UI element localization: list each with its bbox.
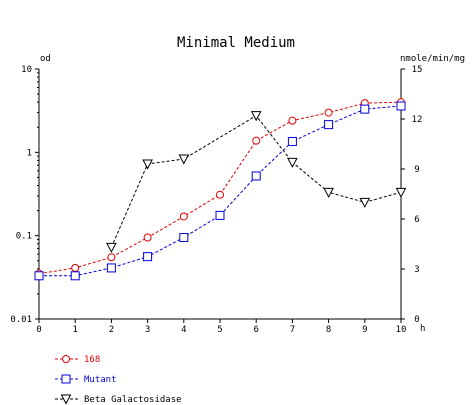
data-point-mutant — [179, 233, 189, 243]
legend-label-168: 168 — [84, 355, 100, 365]
data-point-168 — [288, 116, 297, 125]
left-axis-label: od — [40, 54, 51, 64]
data-point-mutant — [106, 263, 116, 273]
data-point-beta-galactosidase — [178, 154, 190, 165]
data-point-beta-galactosidase — [250, 111, 262, 122]
x-tick-label: 1 — [72, 325, 77, 335]
left-tick-label: 1 — [27, 148, 32, 158]
data-point-beta-galactosidase — [323, 187, 334, 198]
legend-label-beta-galactosidase: Beta Galactosidase — [84, 395, 182, 405]
data-point-168 — [324, 108, 333, 117]
data-point-mutant — [251, 171, 261, 181]
data-point-beta-galactosidase — [359, 197, 371, 208]
series-line-168 — [38, 101, 402, 275]
data-point-mutant — [34, 271, 44, 281]
data-point-168 — [216, 190, 224, 199]
data-point-beta-galactosidase — [287, 157, 298, 168]
data-point-mutant — [215, 210, 225, 220]
left-ticks: 0.01 0.1 1 10 — [10, 65, 39, 325]
x-tick-label: 10 — [396, 325, 407, 335]
legend-marker-beta-galactosidase — [60, 394, 72, 405]
x-tick-label: 2 — [109, 325, 114, 335]
right-tick-label: 15 — [412, 65, 423, 75]
data-point-mutant — [324, 120, 334, 130]
data-point-beta-galactosidase — [395, 187, 407, 198]
right-tick-label: 9 — [414, 165, 419, 175]
data-point-mutant — [143, 252, 153, 262]
x-tick-label: 3 — [145, 325, 150, 335]
x-tick-label: 6 — [253, 325, 258, 335]
data-point-168 — [107, 253, 116, 262]
right-tick-label: 3 — [414, 265, 419, 275]
x-ticks: 0 1 2 3 4 5 6 7 8 9 10 — [36, 319, 406, 335]
data-point-mutant — [360, 104, 370, 114]
right-ticks: 0 3 6 9 12 15 — [401, 65, 422, 325]
legend-label-mutant: Mutant — [84, 375, 117, 385]
x-tick-label: 7 — [290, 325, 295, 335]
x-tick-label: 4 — [181, 325, 186, 335]
x-tick-label: 9 — [362, 325, 367, 335]
data-point-168 — [179, 212, 188, 221]
data-point-beta-galactosidase — [142, 159, 153, 170]
right-tick-label: 12 — [412, 115, 423, 125]
series-layer — [34, 98, 407, 281]
data-point-mutant — [396, 101, 406, 111]
data-point-mutant — [70, 271, 80, 281]
data-point-168 — [71, 263, 80, 272]
x-tick-label: 8 — [326, 325, 331, 335]
x-tick-label: 5 — [217, 325, 222, 335]
legend: 168 Mutant Beta Galactosidase — [55, 355, 182, 405]
data-point-mutant — [287, 136, 297, 146]
data-point-168 — [252, 136, 261, 145]
x-axis-unit: h — [420, 324, 425, 334]
right-tick-label: 0 — [414, 315, 419, 325]
left-tick-label: 0.1 — [16, 232, 32, 242]
series-line-beta-galactosidase — [110, 115, 402, 248]
left-tick-label: 0.01 — [10, 315, 32, 325]
data-point-168 — [143, 233, 152, 242]
data-point-beta-galactosidase — [106, 242, 117, 253]
legend-marker-168 — [62, 355, 70, 363]
right-axis-label: nmole/min/mg — [400, 54, 465, 64]
left-tick-label: 10 — [21, 65, 32, 75]
chart-title: Minimal Medium — [177, 35, 295, 51]
right-tick-label: 6 — [414, 215, 419, 225]
x-tick-label: 0 — [36, 325, 41, 335]
series-line-mutant — [39, 105, 402, 277]
legend-marker-mutant — [61, 374, 71, 384]
